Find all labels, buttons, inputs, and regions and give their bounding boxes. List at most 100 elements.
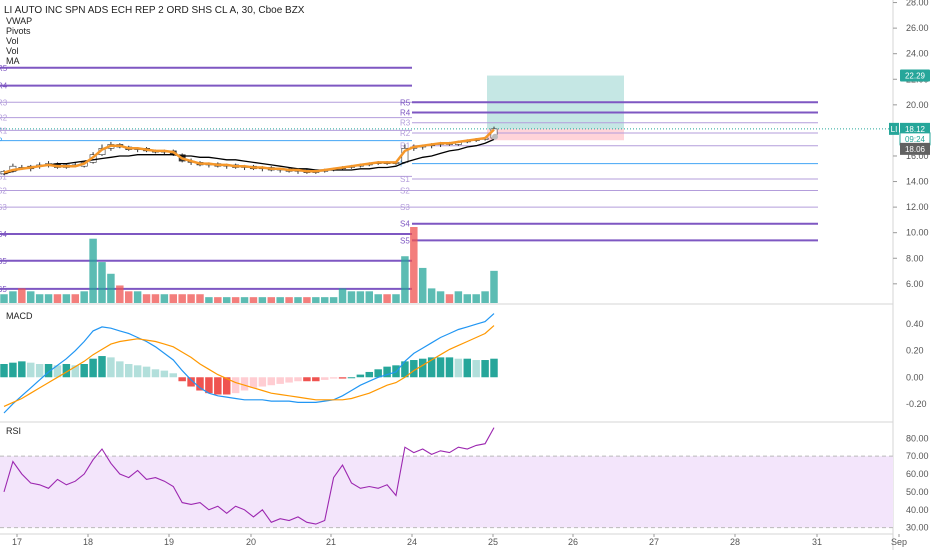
volume-bar [44, 294, 53, 303]
macd-histogram-bar [401, 361, 409, 378]
pivot-label-left: R2 [0, 114, 8, 123]
macd-histogram-bar [107, 357, 115, 378]
volume-bar [18, 288, 26, 303]
indicator-lines [3, 128, 498, 175]
last-price-badge-bg [900, 122, 930, 135]
legend-ma[interactable]: MA [6, 56, 20, 66]
volume-bar [356, 291, 365, 303]
rsi-y-tick: 50.00 [906, 487, 929, 497]
macd-histogram-bar [320, 377, 329, 380]
vwap-line [3, 138, 495, 175]
volume-bar [142, 294, 151, 303]
symbol-tag: LI [891, 125, 898, 134]
volume-bar [80, 291, 88, 303]
rsi-title: RSI [6, 426, 21, 436]
volume-bar [445, 294, 454, 303]
volume-bar [124, 291, 133, 303]
volume-bar [374, 294, 382, 303]
macd-histogram-bar [0, 364, 8, 378]
volume-bar [231, 297, 240, 303]
macd-histogram-bar [276, 377, 284, 384]
y-tick-label: 10.00 [906, 228, 929, 238]
volume-bar [169, 294, 178, 303]
macd-histogram-bar [454, 358, 463, 378]
macd-histogram-bar [80, 364, 88, 378]
y-tick-label: 6.00 [906, 279, 924, 289]
y-tick-label: 16.00 [906, 151, 929, 161]
macd-histogram-bar [160, 370, 169, 378]
volume-bar [285, 297, 293, 303]
volume-bars [0, 227, 498, 303]
macd-histogram-bar [53, 365, 62, 378]
volume-bar [490, 270, 498, 303]
macd-histogram-bar [151, 369, 160, 378]
volume-bar [240, 297, 249, 303]
volume-bar [383, 294, 391, 303]
macd-histogram-bar [249, 377, 258, 388]
volume-bar [303, 297, 311, 303]
ma-line [3, 128, 495, 174]
pivot-label-left: S1 [0, 172, 7, 181]
x-tick-label: 31 [812, 537, 822, 547]
volume-bar [98, 262, 106, 303]
macd-title: MACD [6, 311, 33, 321]
macd-histogram-bar [410, 360, 418, 378]
volume-bar [258, 297, 267, 303]
pivot-label-right: S4 [400, 220, 410, 229]
macd-histogram-bar [214, 377, 222, 395]
legend-vwap[interactable]: VWAP [6, 16, 32, 26]
macd-histogram-bar [383, 366, 391, 378]
volume-bar [89, 238, 97, 303]
x-tick-label: 26 [568, 537, 578, 547]
volume-bar [436, 291, 445, 303]
volume-bar [71, 294, 80, 303]
position-tool[interactable] [487, 75, 624, 141]
volume-bar [187, 294, 195, 303]
x-tick-label: 19 [164, 537, 174, 547]
x-tick-label: 28 [730, 537, 740, 547]
macd-histogram-bar [196, 377, 204, 391]
macd-histogram-bar [44, 364, 53, 378]
ma-price-badge-bg [900, 142, 930, 155]
macd-histogram-bar [472, 360, 480, 378]
legend-pivots[interactable]: Pivots [6, 26, 31, 36]
volume-bar [222, 297, 231, 303]
macd-histogram-bar [89, 358, 97, 378]
macd-histogram-bar [338, 377, 347, 379]
macd-pane [0, 313, 498, 414]
macd-histogram-bar [187, 377, 195, 387]
pivot-label-right: S2 [400, 186, 410, 195]
x-tick-label: 24 [407, 537, 417, 547]
macd-histogram-bar [463, 358, 472, 378]
trade-marker [492, 133, 498, 140]
pivot-label-left: S2 [0, 186, 7, 195]
macd-histogram-bar [294, 377, 302, 382]
volume-bar [107, 273, 115, 303]
pivot-label-right: S1 [400, 175, 410, 184]
rsi-band [0, 455, 893, 529]
volume-bar [338, 288, 347, 303]
pivot-label-left: P [0, 137, 2, 146]
signal-line [3, 325, 495, 407]
macd-histogram-bar [490, 358, 498, 378]
macd-histogram-bar [124, 364, 133, 378]
rsi-y-tick: 40.00 [906, 505, 929, 515]
macd-histogram-bar [169, 373, 178, 378]
legend-vol-1[interactable]: Vol [6, 36, 19, 46]
countdown-badge: 09:24 [905, 135, 926, 144]
x-tick-label: 17 [12, 537, 22, 547]
macd-histogram-bar [178, 377, 186, 382]
macd-histogram-bar [116, 361, 124, 378]
legend-vol-2[interactable]: Vol [6, 46, 19, 56]
y-tick-label: 8.00 [906, 253, 924, 263]
volume-bar [347, 291, 356, 303]
volume-bar [454, 291, 463, 303]
pivot-label-right: R4 [400, 109, 411, 118]
pivot-label-left: S3 [0, 203, 7, 212]
macd-histogram-bar [365, 371, 374, 378]
macd-histogram-bar [205, 377, 213, 394]
macd-y-tick: 0.00 [906, 372, 924, 382]
pivot-label-left: R3 [0, 98, 8, 107]
macd-histogram-bar [445, 357, 454, 378]
macd-histogram-bar [258, 377, 267, 387]
